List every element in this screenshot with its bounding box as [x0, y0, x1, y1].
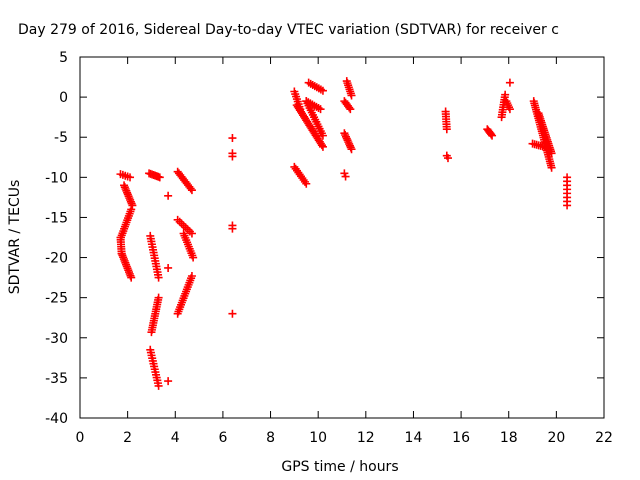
data-point [443, 154, 452, 163]
data-point [563, 201, 572, 210]
x-tick-label: 4 [171, 430, 180, 446]
x-tick-label: 8 [266, 430, 275, 446]
data-point [346, 105, 355, 114]
data-point [318, 131, 327, 140]
y-tick-label: 0 [59, 90, 68, 106]
data-point [228, 224, 237, 233]
data-point [228, 152, 237, 161]
x-tick-label: 12 [357, 430, 375, 446]
data-point [147, 328, 156, 337]
data-point [126, 173, 135, 182]
data-point [228, 309, 237, 318]
data-point [164, 377, 173, 386]
data-point [187, 272, 196, 281]
data-point [127, 273, 136, 282]
data-point [345, 103, 354, 112]
y-tick-label: -30 [45, 331, 68, 347]
x-tick-label: 20 [547, 430, 565, 446]
x-tick-label: 6 [218, 430, 227, 446]
y-tick-label: -40 [45, 411, 68, 427]
plot-frame [79, 56, 605, 419]
data-point [228, 134, 237, 143]
data-point [547, 149, 556, 158]
data-point [488, 131, 497, 140]
x-tick-label: 0 [76, 430, 85, 446]
y-tick-label: 5 [59, 50, 68, 66]
data-point [128, 201, 137, 210]
data-point [187, 186, 196, 195]
y-tick-label: -10 [45, 170, 68, 186]
data-point [341, 172, 350, 181]
x-tick-label: 18 [500, 430, 518, 446]
y-axis-label: SDTVAR / TECUs [7, 180, 23, 295]
x-tick-label: 22 [595, 430, 613, 446]
y-tick-label: -35 [45, 371, 68, 387]
data-point [317, 141, 326, 150]
x-tick-label: 10 [309, 430, 327, 446]
data-point [347, 145, 356, 154]
data-point [302, 179, 311, 188]
x-axis-label: GPS time / hours [281, 459, 398, 475]
data-point [542, 143, 551, 152]
data-point [154, 381, 163, 390]
data-point [442, 125, 451, 134]
y-axis: 5 0 -5 -10 -15 -20 -25 -30 -35 -40 [45, 50, 604, 427]
data-point [547, 163, 556, 172]
data-point [189, 253, 198, 262]
data-point [505, 78, 514, 87]
y-tick-label: -15 [45, 210, 68, 226]
chart-title: Day 279 of 2016, Sidereal Day-to-day VTE… [18, 22, 559, 38]
data-point [164, 191, 173, 200]
data-point [487, 130, 496, 139]
x-tick-label: 2 [123, 430, 132, 446]
data-point [318, 142, 327, 151]
data-point [318, 86, 327, 95]
data-point [154, 273, 163, 282]
x-axis: 0 2 4 6 8 10 12 14 16 18 20 22 [76, 57, 613, 446]
x-tick-label: 14 [405, 430, 423, 446]
data-point [187, 229, 196, 238]
data-point [501, 90, 510, 99]
data-point [186, 184, 195, 193]
x-tick-label: 16 [452, 430, 470, 446]
y-tick-label: -25 [45, 291, 68, 307]
data-point [505, 105, 514, 114]
y-tick-label: -20 [45, 251, 68, 267]
data-point [347, 91, 356, 100]
data-point [316, 105, 325, 114]
data-points [116, 77, 572, 390]
data-point [155, 173, 164, 182]
y-tick-label: -5 [54, 130, 68, 146]
data-point [164, 263, 173, 272]
